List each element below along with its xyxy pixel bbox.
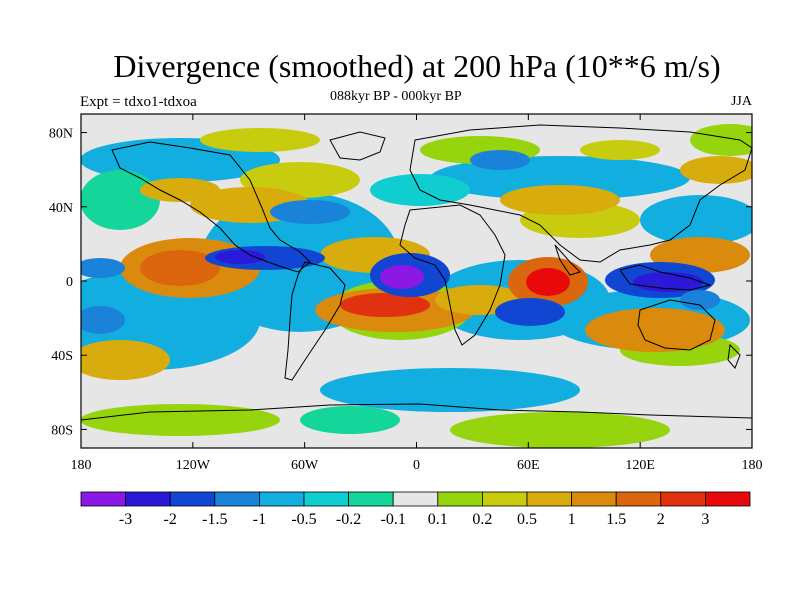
colorbar-label: 1.5 (606, 511, 626, 528)
colorbar-label: 1 (568, 511, 576, 528)
colorbar-label: 0.2 (472, 511, 492, 528)
colorbar: -3 -2 -1.5 -1 -0.5 -0.2 -0.1 0.1 0.2 0.5 1 1.5 2 3 (80, 491, 751, 528)
colorbar-label: -1.5 (202, 511, 227, 528)
colorbar-swatch (392, 491, 439, 507)
lat-tick-label: 0 (66, 275, 73, 290)
colorbar-swatch (615, 491, 662, 507)
lon-tick-label: 180 (71, 458, 92, 473)
coastlines (81, 124, 752, 421)
lat-tick-label: 80S (51, 423, 73, 438)
divergence-field (81, 124, 752, 448)
latitude-axis: 80N 40N 0 40S 80S (49, 127, 752, 438)
lon-tick-label: 180 (742, 458, 763, 473)
colorbar-swatch (481, 491, 528, 507)
lon-tick-label: 0 (413, 458, 420, 473)
colorbar-label: 0.1 (428, 511, 448, 528)
colorbar-swatch (303, 491, 349, 507)
colorbar-swatch (571, 491, 617, 507)
colorbar-swatch (125, 491, 171, 507)
colorbar-label: -3 (119, 511, 132, 528)
plot-title: Divergence (smoothed) at 200 hPa (10**6 … (113, 48, 721, 84)
lon-tick-label: 60W (291, 458, 319, 473)
colorbar-swatch (660, 491, 706, 507)
colorbar-swatch (80, 491, 126, 507)
colorbar-label: 3 (701, 511, 709, 528)
lat-tick-label: 40S (51, 349, 73, 364)
season-label: JJA (730, 94, 752, 109)
lon-tick-label: 60E (517, 458, 540, 473)
colorbar-swatch (214, 491, 260, 507)
colorbar-label: -1 (253, 511, 266, 528)
colorbar-swatch (705, 491, 751, 507)
lon-tick-label: 120E (625, 458, 655, 473)
colorbar-label: 2 (657, 511, 665, 528)
colorbar-label: -0.2 (336, 511, 361, 528)
colorbar-swatch (526, 491, 572, 507)
colorbar-label: -0.5 (291, 511, 316, 528)
colorbar-swatch (437, 491, 483, 507)
colorbar-label: -0.1 (381, 511, 406, 528)
longitude-axis: 180 120W 60W 0 60E 120E 180 (71, 114, 763, 473)
lon-tick-label: 120W (176, 458, 211, 473)
experiment-label: Expt = tdxo1-tdxoa (80, 94, 197, 110)
colorbar-swatch (169, 491, 216, 507)
colorbar-swatch (258, 491, 305, 507)
lat-tick-label: 80N (49, 127, 73, 142)
lat-tick-label: 40N (49, 201, 73, 216)
plot-subtitle: 088kyr BP - 000kyr BP (330, 89, 462, 104)
colorbar-swatch (348, 491, 394, 507)
colorbar-label: 0.5 (517, 511, 537, 528)
colorbar-label: -2 (164, 511, 177, 528)
